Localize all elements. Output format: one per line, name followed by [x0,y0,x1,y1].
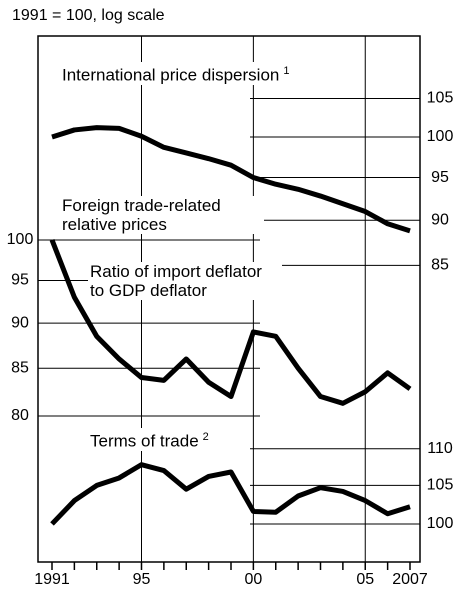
footnote-marker: 2 [202,431,209,443]
tick-labels: 85 90 95 100 105 80 85 90 95 100 100 105 110 [7,90,454,532]
series-line [50,462,411,526]
series-label: Ratio of import deflator to GDP deflator [88,262,282,300]
y-tick-label: 95 [11,272,29,289]
y-tick-label: 90 [11,314,29,331]
y-tick-label: 80 [11,407,29,424]
lines [49,125,412,526]
series-label: International price dispersion 1 [60,62,292,85]
footnote-marker: 1 [283,65,290,77]
y-tick-label: 85 [11,359,29,376]
panel-title: Foreign trade-related relative prices [60,196,264,234]
y-tick-label: 100 [427,515,454,532]
chart-subtitle: 1991 = 100, log scale [12,7,165,24]
y-tick-label: 105 [427,477,454,494]
y-tick-label: 100 [427,128,454,145]
series-label: Terms of trade 2 [88,428,211,451]
x-tick-label: 95 [133,571,151,588]
y-tick-label: 95 [431,169,449,186]
y-tick-label: 85 [431,257,449,274]
y-tick-label: 110 [427,440,453,457]
y-tick-label: 100 [7,231,34,248]
x-tick-label: 1991 [34,571,70,588]
series-line [49,239,412,406]
x-tick-label: 00 [244,571,262,588]
y-tick-label: 90 [431,211,449,228]
series-line [51,125,411,234]
x-tick-label: 2007 [392,571,428,588]
y-tick-label: 105 [427,90,454,107]
x-tick-label: 05 [356,571,374,588]
plot-frame [37,35,421,563]
